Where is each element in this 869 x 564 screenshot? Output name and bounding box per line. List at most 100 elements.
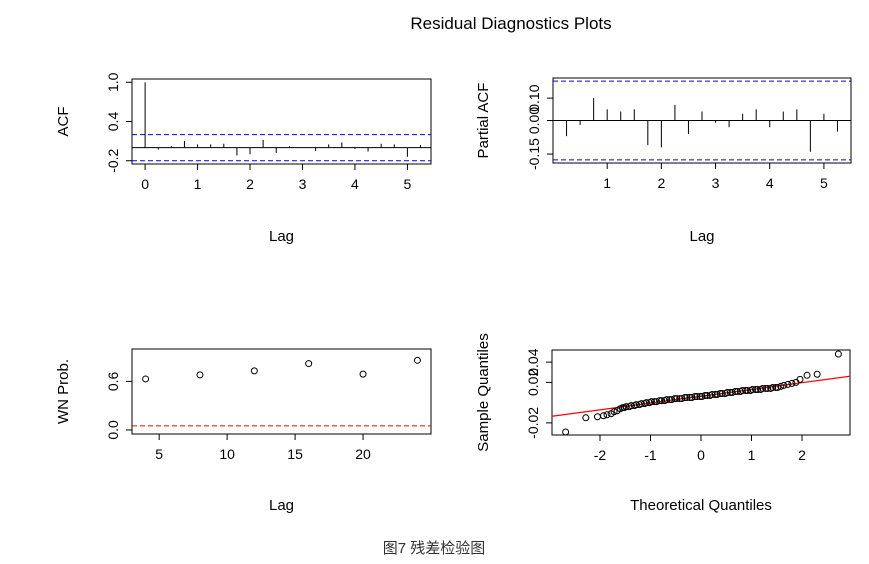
qq-point (678, 395, 686, 403)
qq-point (663, 396, 671, 404)
pacf-panel: 1 2 3 4 5 -0.15 0.000.10 Lag Partial ACF (475, 77, 852, 245)
qq-ytick-label: -0.02 (525, 407, 541, 439)
qq-point (668, 396, 676, 404)
qq-point (622, 403, 630, 411)
qq-point (834, 350, 842, 358)
wn-point (359, 370, 367, 378)
qq-point (582, 414, 590, 422)
wn-data (132, 356, 431, 427)
qq-ytick-label: 0.02 (525, 369, 541, 396)
qq-point (676, 395, 684, 403)
qq-point (691, 393, 699, 401)
qq-point (749, 385, 757, 393)
qq-point (683, 394, 691, 402)
qq-point (752, 385, 760, 393)
acf-xtick-label: 4 (351, 176, 359, 192)
pacf-xtick-label: 2 (657, 175, 665, 191)
acf-xtick-label: 5 (403, 176, 411, 192)
qq-point (603, 411, 611, 419)
qq-ytick-label: 0.04 (525, 348, 541, 375)
pacf-data (553, 80, 851, 161)
wn-ytick-label: 0.0 (105, 420, 121, 440)
pacf-xtick-label: 1 (603, 175, 611, 191)
qq-point (743, 386, 751, 394)
acf-xlabel: Lag (269, 228, 294, 245)
qq-point (726, 389, 734, 396)
qq-point (708, 391, 716, 399)
qq-point (711, 391, 719, 399)
figure-title: Residual Diagnostics Plots (410, 14, 611, 33)
acf-xtick-label: 1 (194, 176, 202, 192)
qq-point (713, 391, 721, 399)
qq-panel: -2 -1 0 1 2 -0.02 0.020.04 Theoretical Quantile… (475, 333, 851, 514)
qq-point (716, 390, 724, 398)
wn-xlabel: Lag (269, 497, 294, 514)
pacf-xtick-label: 5 (820, 175, 828, 191)
qq-xtick-label: 2 (798, 447, 806, 463)
wn-ylabel: WN Prob. (55, 359, 72, 424)
qq-point (693, 393, 701, 401)
pacf-ytick-label: 0.00 (526, 107, 542, 134)
pacf-xlabel: Lag (689, 228, 714, 245)
acf-xtick-label: 3 (299, 176, 307, 192)
acf-xtick-label: 0 (141, 176, 149, 192)
qq-point (754, 385, 762, 393)
acf-ylabel: ACF (55, 107, 72, 137)
qq-point (733, 387, 741, 395)
qq-point (686, 394, 694, 402)
qq-point (701, 392, 709, 400)
qq-xlabel: Theoretical Quantiles (630, 497, 772, 514)
qq-point (696, 393, 704, 401)
qq-xtick-label: 0 (697, 447, 705, 463)
wn-point (142, 375, 150, 383)
figure-caption: 图7 残差检验图 (383, 540, 486, 557)
qq-point (762, 384, 770, 392)
wn-ytick-label: 0.6 (105, 371, 121, 391)
qq-point (723, 389, 731, 396)
qq-point (738, 386, 746, 394)
acf-data (132, 82, 431, 162)
wn-frame (131, 348, 432, 435)
qq-point (600, 412, 608, 420)
wn-xtick-label: 20 (355, 446, 371, 462)
qq-frame (551, 349, 851, 436)
wn-xtick-label: 5 (155, 446, 163, 462)
qq-point (788, 379, 796, 387)
qq-point (774, 383, 782, 391)
qq-point (648, 398, 656, 406)
wn-point (196, 371, 204, 379)
pacf-xtick-label: 4 (766, 175, 774, 191)
qq-point (777, 382, 785, 390)
qq-point (653, 398, 661, 406)
qq-point (637, 400, 645, 408)
qq-xtick-label: -1 (644, 447, 657, 463)
qq-point (792, 378, 800, 386)
acf-ytick-label: 0.4 (105, 112, 121, 132)
qq-point (803, 371, 811, 379)
qq-point (796, 375, 804, 383)
wn-panel: 5 10 15 20 0.0 0.6 Lag WN Prob. (55, 348, 432, 514)
wn-xtick-label: 10 (219, 446, 235, 462)
qq-point (718, 390, 726, 398)
qq-point (772, 383, 780, 391)
acf-frame (131, 78, 432, 165)
qq-point (764, 384, 772, 392)
qq-point (627, 402, 635, 410)
qq-xtick-label: 1 (748, 447, 756, 463)
acf-panel: 0 1 2 3 4 5 -0.2 0.4 1.0 Lag ACF (55, 72, 432, 245)
acf-ytick-label: -0.2 (105, 148, 121, 172)
qq-point (769, 383, 777, 391)
qq-point (632, 401, 640, 409)
wn-xtick-label: 15 (287, 446, 303, 462)
qq-data (552, 350, 850, 435)
qq-point (784, 380, 792, 388)
qq-point (642, 399, 650, 407)
pacf-xtick-label: 3 (712, 175, 720, 191)
qq-point (813, 370, 821, 378)
qq-point (651, 398, 659, 406)
qq-point (731, 387, 739, 395)
qq-point (666, 396, 674, 404)
qq-point (593, 413, 601, 421)
